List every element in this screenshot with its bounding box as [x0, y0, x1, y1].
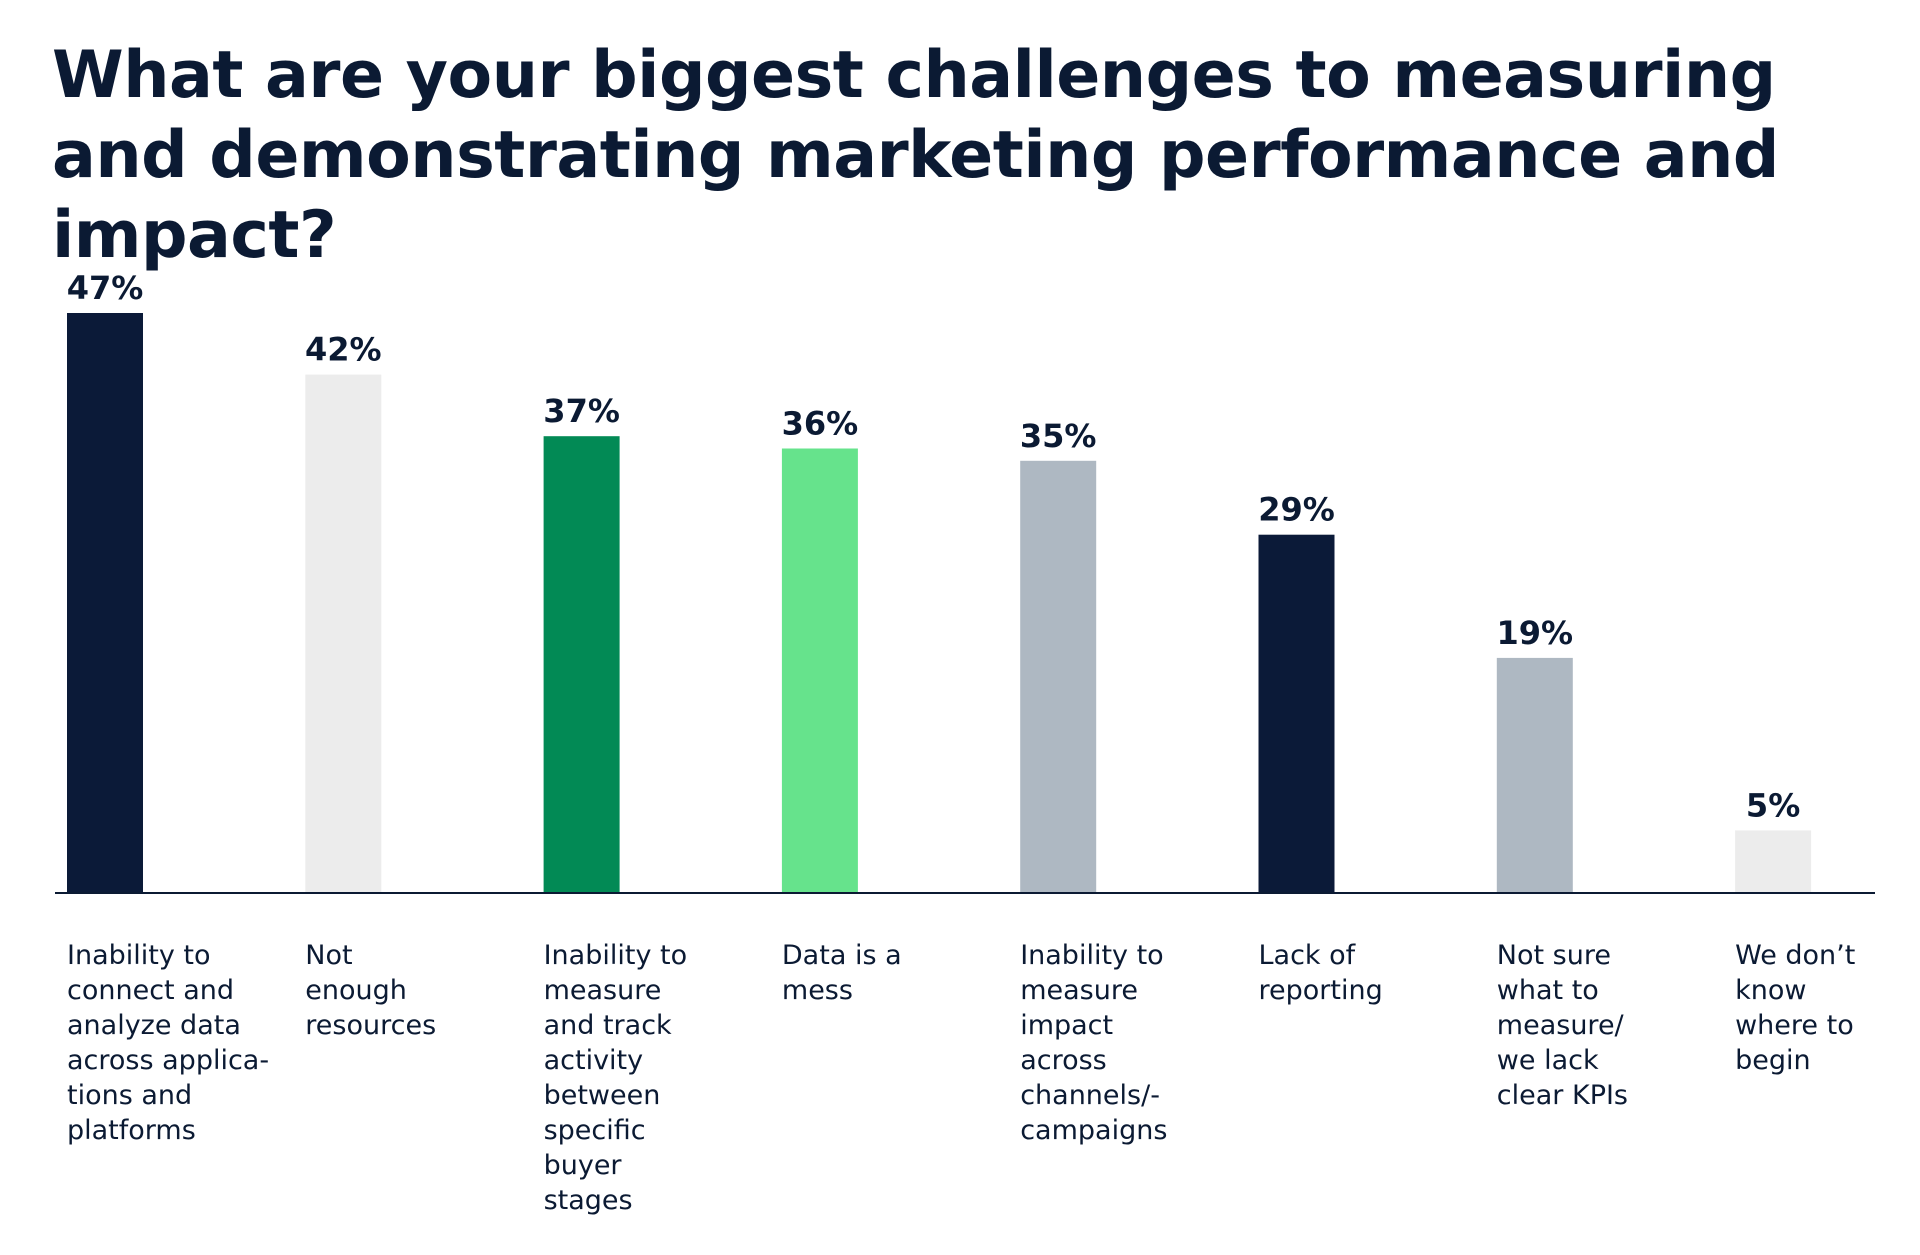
value-label-2: 42% — [305, 331, 382, 369]
category-label-7: Not sure what to measure/ we lack clear … — [1496, 940, 1628, 1111]
bar-2 — [305, 374, 382, 893]
category-label-4: Data is a mess — [781, 940, 902, 1006]
category-label-2: Not enough resources — [305, 940, 437, 1041]
value-labels-layer: 47% 42% 37% 36% 35% 29% 19% 5% — [67, 269, 1801, 824]
bar-3 — [543, 436, 620, 892]
bar-4 — [781, 448, 858, 892]
bar-8 — [1735, 830, 1812, 892]
category-label-5: Inability to measure impact across chann… — [1020, 940, 1168, 1146]
value-label-6: 29% — [1258, 491, 1335, 529]
bar-1 — [67, 313, 143, 892]
value-label-8: 5% — [1746, 786, 1800, 824]
bar-5 — [1020, 460, 1097, 892]
value-label-1: 47% — [67, 269, 144, 307]
value-label-5: 35% — [1020, 417, 1097, 455]
bar-7 — [1496, 657, 1573, 892]
value-label-3: 37% — [543, 392, 620, 430]
category-label-3: Inability to measure and track activity … — [543, 940, 688, 1216]
category-label-1: Inability to connect and analyze data ac… — [67, 940, 270, 1146]
value-label-7: 19% — [1497, 614, 1574, 652]
bar-6 — [1258, 534, 1335, 892]
category-label-6: Lack of reporting — [1258, 940, 1383, 1006]
bars-layer — [67, 313, 1812, 893]
value-label-4: 36% — [782, 405, 859, 443]
chart-title: What are your biggest challenges to meas… — [52, 38, 1779, 273]
category-label-8: We don’t know where to begin — [1735, 940, 1856, 1076]
